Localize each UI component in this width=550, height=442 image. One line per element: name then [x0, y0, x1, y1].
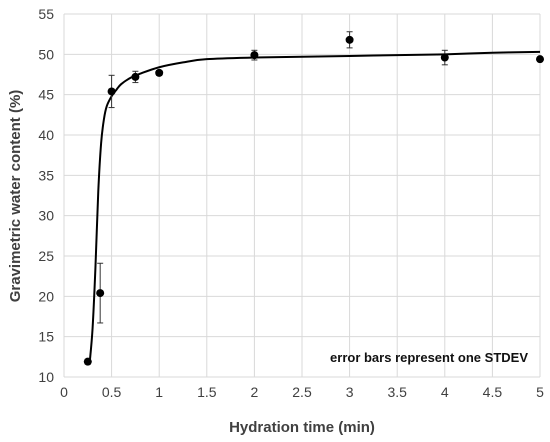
data-points	[83, 35, 544, 366]
data-point	[440, 53, 449, 62]
y-tick-label: 30	[38, 208, 54, 224]
tick-labels: 0 0.5 1 1.5 2 2.5 3 3.5 4 4.5 5 10 15 20 25 30 35 40 45 50 5…	[38, 6, 544, 400]
grid	[63, 13, 541, 378]
x-tick-label: 3.5	[387, 384, 407, 400]
y-tick-label: 50	[38, 46, 54, 62]
x-tick-label: 4.5	[483, 384, 503, 400]
x-tick-label: 2	[251, 384, 259, 400]
x-tick-label: 1.5	[197, 384, 217, 400]
y-tick-label: 35	[38, 167, 54, 183]
x-tick-label: 0.5	[102, 384, 122, 400]
y-tick-label: 15	[38, 329, 54, 345]
data-point	[107, 87, 116, 96]
x-tick-label: 4	[441, 384, 449, 400]
x-tick-label: 2.5	[292, 384, 312, 400]
data-point	[345, 35, 354, 44]
y-tick-label: 25	[38, 248, 54, 264]
y-axis-title: Gravimetric water content (%)	[7, 90, 24, 303]
y-tick-label: 10	[38, 369, 54, 385]
data-point	[96, 289, 105, 298]
x-tick-label: 0	[60, 384, 68, 400]
data-point	[131, 72, 140, 81]
y-tick-label: 40	[38, 127, 54, 143]
x-tick-label: 1	[155, 384, 163, 400]
x-tick-label: 3	[346, 384, 354, 400]
annotation-text: error bars represent one STDEV	[330, 350, 528, 365]
x-tick-label: 5	[536, 384, 544, 400]
error-bars	[84, 31, 543, 365]
data-point	[536, 55, 544, 64]
x-axis-title: Hydration time (min)	[229, 419, 375, 436]
fit-curve-line	[88, 50, 541, 363]
y-tick-label: 20	[38, 288, 54, 304]
y-tick-label: 55	[38, 6, 54, 22]
data-point	[250, 51, 259, 60]
y-tick-label: 45	[38, 87, 54, 103]
data-point	[83, 357, 92, 366]
data-point	[155, 68, 164, 77]
fit-curve	[88, 50, 541, 363]
